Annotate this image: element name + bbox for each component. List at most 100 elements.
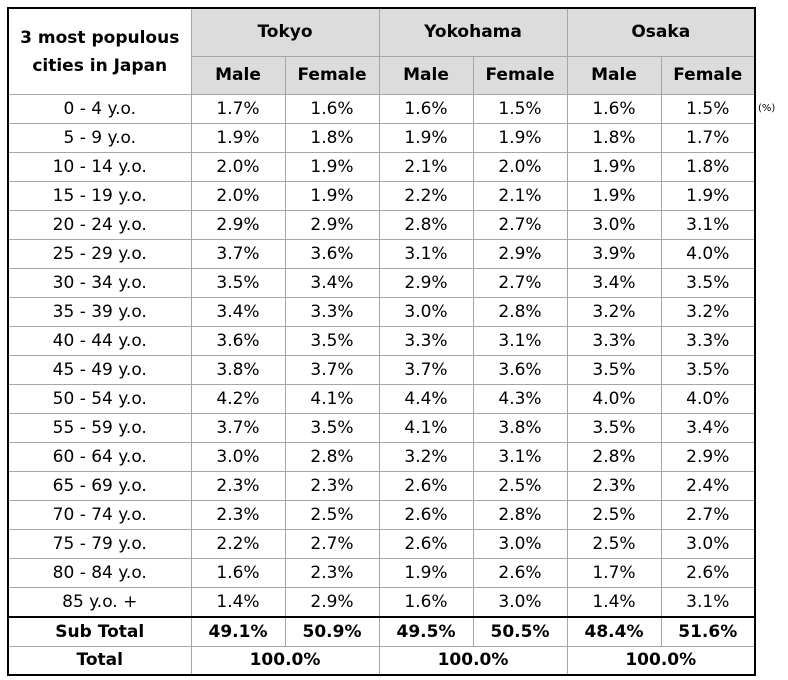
unit-label: (%) (758, 103, 776, 114)
age-group-label: 35 - 39 y.o. (7, 297, 192, 327)
table-row: 55 - 59 y.o. 3.7% 3.5% 4.1% 3.8% 3.5% 3.4% (7, 413, 756, 443)
value-cell: 1.9% (566, 181, 662, 211)
table-row: 15 - 19 y.o. 2.0% 1.9% 2.2% 2.1% 1.9% 1.9% (7, 181, 756, 211)
value-cell: 3.6% (284, 239, 380, 269)
value-cell: 4.1% (378, 413, 474, 443)
age-group-label: 5 - 9 y.o. (7, 123, 192, 153)
value-cell: 2.3% (190, 471, 286, 501)
table-row: 85 y.o. +1.4% 2.9% 1.6% 3.0% 1.4% 3.1% (7, 587, 756, 618)
value-cell: 3.0% (566, 210, 662, 240)
age-group-label: 30 - 34 y.o. (7, 268, 192, 298)
subtotal-label: Sub Total (7, 616, 192, 647)
age-group-label: 10 - 14 y.o. (7, 152, 192, 182)
value-cell: 2.9% (472, 239, 568, 269)
sex-header-female: Female (284, 56, 380, 95)
value-cell: 1.9% (190, 123, 286, 153)
table-row: 75 - 79 y.o. 2.2% 2.7% 2.6% 3.0% 2.5% 3.0% (7, 529, 756, 559)
subtotal-cell: 48.4% (566, 616, 662, 647)
total-label: Total (7, 646, 192, 676)
value-cell: 3.1% (660, 587, 756, 618)
value-cell: 2.7% (472, 268, 568, 298)
age-group-label: 70 - 74 y.o. (7, 500, 192, 530)
value-cell: 2.9% (284, 587, 380, 618)
value-cell: 1.6% (190, 558, 286, 588)
total-row: Total 100.0% 100.0% 100.0% (7, 646, 756, 676)
value-cell: 3.2% (660, 297, 756, 327)
value-cell: 3.3% (284, 297, 380, 327)
value-cell: 2.2% (190, 529, 286, 559)
value-cell: 2.6% (378, 500, 474, 530)
value-cell: 2.8% (284, 442, 380, 472)
value-cell: 3.4% (566, 268, 662, 298)
value-cell: 1.9% (284, 152, 380, 182)
value-cell: 2.8% (472, 500, 568, 530)
total-cell-yokohama: 100.0% (378, 646, 568, 676)
value-cell: 2.6% (378, 529, 474, 559)
value-cell: 2.7% (660, 500, 756, 530)
value-cell: 1.6% (284, 94, 380, 124)
value-cell: 1.9% (566, 152, 662, 182)
city-header-tokyo: Tokyo (190, 7, 380, 57)
value-cell: 3.6% (190, 326, 286, 356)
value-cell: 2.9% (190, 210, 286, 240)
age-group-label: 50 - 54 y.o. (7, 384, 192, 414)
value-cell: 2.3% (190, 500, 286, 530)
value-cell: 2.9% (284, 210, 380, 240)
value-cell: 3.5% (190, 268, 286, 298)
value-cell: 2.6% (660, 558, 756, 588)
value-cell: 2.8% (378, 210, 474, 240)
table-row: 70 - 74 y.o. 2.3% 2.5% 2.6% 2.8% 2.5% 2.7% (7, 500, 756, 530)
age-group-label: 0 - 4 y.o. (7, 94, 192, 124)
table-row: 40 - 44 y.o. 3.6% 3.5% 3.3% 3.1% 3.3% 3.3% (7, 326, 756, 356)
subtotal-cell: 50.9% (284, 616, 380, 647)
table-row: 20 - 24 y.o. 2.9% 2.9% 2.8% 2.7% 3.0% 3.1% (7, 210, 756, 240)
value-cell: 4.0% (566, 384, 662, 414)
value-cell: 2.9% (378, 268, 474, 298)
value-cell: 3.5% (566, 355, 662, 385)
value-cell: 1.9% (284, 181, 380, 211)
value-cell: 2.7% (472, 210, 568, 240)
age-group-label: 15 - 19 y.o. (7, 181, 192, 211)
value-cell: 3.7% (190, 413, 286, 443)
age-group-label: 80 - 84 y.o. (7, 558, 192, 588)
value-cell: 3.4% (190, 297, 286, 327)
value-cell: 3.6% (472, 355, 568, 385)
city-header-osaka: Osaka (566, 7, 756, 57)
value-cell: 1.9% (378, 558, 474, 588)
value-cell: 4.3% (472, 384, 568, 414)
value-cell: 1.4% (190, 587, 286, 618)
population-table: 3 most populous cities in Japan Tokyo Yo… (7, 7, 757, 676)
age-group-label: 25 - 29 y.o. (7, 239, 192, 269)
value-cell: 2.9% (660, 442, 756, 472)
table-row: 25 - 29 y.o. 3.7% 3.6% 3.1% 2.9% 3.9% 4.0% (7, 239, 756, 269)
subtotal-cell: 49.1% (190, 616, 286, 647)
value-cell: 1.9% (472, 123, 568, 153)
value-cell: 3.4% (284, 268, 380, 298)
value-cell: 3.0% (472, 529, 568, 559)
subtotal-cell: 49.5% (378, 616, 474, 647)
value-cell: 3.1% (660, 210, 756, 240)
table-row: 80 - 84 y.o. 1.6% 2.3% 1.9% 2.6% 1.7% 2.6% (7, 558, 756, 588)
table-row: 45 - 49 y.o. 3.8% 3.7% 3.7% 3.6% 3.5% 3.5% (7, 355, 756, 385)
value-cell: 1.8% (566, 123, 662, 153)
total-cell-osaka: 100.0% (566, 646, 756, 676)
value-cell: 2.3% (566, 471, 662, 501)
value-cell: 1.9% (378, 123, 474, 153)
value-cell: 3.1% (472, 442, 568, 472)
value-cell: 4.4% (378, 384, 474, 414)
value-cell: 3.7% (284, 355, 380, 385)
subtotal-cell: 50.5% (472, 616, 568, 647)
age-group-label: 55 - 59 y.o. (7, 413, 192, 443)
value-cell: 3.7% (190, 239, 286, 269)
value-cell: 2.5% (284, 500, 380, 530)
value-cell: 3.8% (472, 413, 568, 443)
age-group-label: 40 - 44 y.o. (7, 326, 192, 356)
value-cell: 2.1% (472, 181, 568, 211)
value-cell: 3.7% (378, 355, 474, 385)
table-row: 0 - 4 y.o. 1.7% 1.6% 1.6% 1.5% 1.6% 1.5% (7, 94, 756, 124)
table-body: 0 - 4 y.o. 1.7% 1.6% 1.6% 1.5% 1.6% 1.5% 5 - 9 … (7, 94, 756, 618)
value-cell: 3.2% (566, 297, 662, 327)
subtotal-row: Sub Total 49.1% 50.9% 49.5% 50.5% 48.4% … (7, 616, 756, 647)
subtotal-cell: 51.6% (660, 616, 756, 647)
value-cell: 4.1% (284, 384, 380, 414)
